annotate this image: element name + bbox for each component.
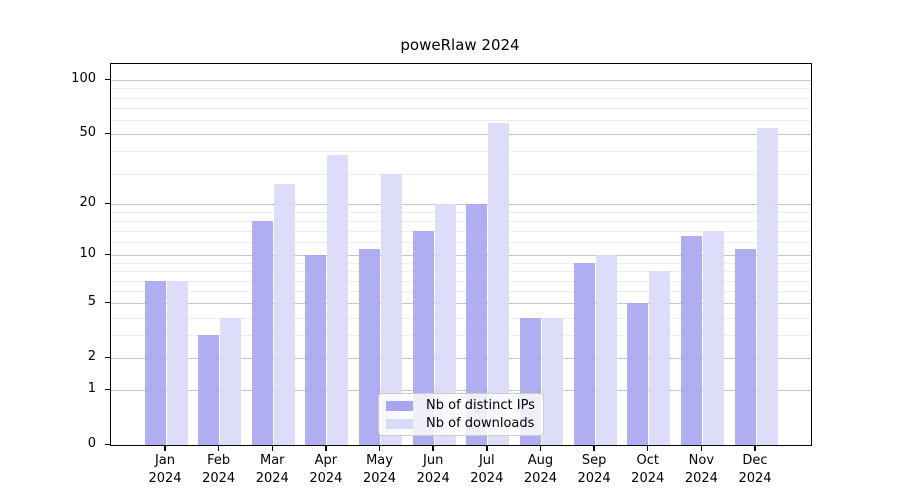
major-gridline — [111, 358, 811, 360]
bar-nb-of-downloads-mar — [273, 184, 295, 445]
chart-title: poweRlaw 2024 — [400, 36, 520, 54]
bar-nb-of-downloads-may — [381, 173, 403, 445]
bar-nb-of-downloads-dec — [756, 128, 778, 445]
minor-gridline — [111, 280, 811, 282]
y-tick-mark — [105, 132, 110, 135]
x-tick-label: Dec 2024 — [738, 453, 772, 486]
y-tick-mark — [105, 78, 110, 81]
x-tick-label: Nov 2024 — [684, 453, 718, 486]
bar-nb-of-distinct-ips-mar — [251, 221, 273, 445]
y-tick-label: 0 — [87, 436, 96, 451]
minor-gridline — [111, 221, 811, 223]
minor-gridline — [111, 88, 811, 90]
y-tick-mark — [105, 253, 110, 256]
y-tick-label: 20 — [79, 195, 96, 211]
bar-nb-of-downloads-feb — [220, 317, 242, 445]
minor-gridline — [111, 317, 811, 319]
x-tick-mark — [164, 445, 166, 451]
y-tick-mark — [105, 301, 110, 304]
legend: Nb of distinct IPs Nb of downloads — [378, 393, 544, 436]
x-tick-mark — [325, 445, 327, 451]
minor-gridline — [111, 263, 811, 264]
x-tick-mark — [217, 445, 220, 451]
minor-gridline — [111, 335, 811, 337]
bar-nb-of-distinct-ips-jun — [412, 230, 434, 445]
x-tick-mark — [432, 445, 434, 451]
y-tick-mark — [105, 356, 110, 359]
major-gridline — [111, 303, 811, 305]
x-tick-mark — [378, 445, 381, 451]
legend-item-downloads: Nb of downloads — [386, 416, 535, 431]
legend-label-distinct-ips: Nb of distinct IPs — [426, 398, 535, 413]
minor-gridline — [111, 242, 811, 244]
x-tick-label: Jun 2024 — [416, 453, 450, 486]
major-gridline — [111, 134, 811, 136]
minor-gridline — [111, 151, 811, 153]
x-tick-label: Jan 2024 — [148, 453, 182, 486]
x-tick-label: Feb 2024 — [202, 453, 236, 486]
bar-nb-of-downloads-jul — [488, 122, 510, 445]
legend-swatch-distinct-ips — [386, 400, 413, 411]
minor-gridline — [111, 212, 811, 214]
x-tick-label: Jul 2024 — [470, 453, 504, 486]
legend-swatch-downloads — [386, 418, 413, 429]
x-tick-label: May 2024 — [362, 453, 397, 486]
y-tick-label: 1 — [87, 381, 96, 397]
bar-nb-of-distinct-ips-jul — [466, 204, 488, 445]
x-tick-mark — [646, 445, 649, 451]
legend-item-distinct-ips: Nb of distinct IPs — [386, 398, 535, 413]
x-tick-mark — [486, 445, 488, 451]
y-tick-mark — [105, 202, 110, 205]
major-gridline — [111, 204, 811, 206]
bar-nb-of-downloads-oct — [649, 271, 671, 445]
bar-nb-of-downloads-jan — [166, 280, 188, 445]
minor-gridline — [111, 230, 811, 232]
x-tick-mark — [700, 445, 703, 451]
y-tick-label: 5 — [87, 294, 96, 310]
minor-gridline — [111, 291, 811, 293]
y-tick-label: 100 — [71, 71, 96, 87]
x-tick-label: Apr 2024 — [309, 453, 343, 486]
x-tick-label: Mar 2024 — [255, 453, 289, 486]
legend-label-downloads: Nb of downloads — [426, 416, 535, 431]
x-tick-mark — [539, 445, 542, 451]
bar-nb-of-downloads-aug — [541, 317, 563, 445]
major-gridline — [111, 255, 811, 257]
bar-nb-of-downloads-nov — [702, 230, 724, 445]
x-tick-label: Aug 2024 — [523, 453, 557, 486]
bar-nb-of-distinct-ips-dec — [734, 248, 756, 445]
y-tick-mark — [105, 388, 110, 391]
bar-nb-of-distinct-ips-may — [359, 248, 381, 445]
major-gridline — [111, 390, 811, 392]
bar-nb-of-distinct-ips-nov — [680, 236, 702, 445]
bar-nb-of-distinct-ips-jan — [144, 280, 166, 445]
y-tick-label: 2 — [87, 349, 96, 365]
bar-nb-of-downloads-jun — [434, 204, 456, 445]
plot-area — [110, 63, 812, 446]
major-gridline — [111, 80, 811, 82]
x-tick-label: Sep 2024 — [577, 453, 611, 486]
minor-gridline — [111, 120, 811, 122]
x-tick-mark — [593, 445, 595, 451]
bar-nb-of-distinct-ips-apr — [305, 255, 327, 445]
minor-gridline — [111, 173, 811, 175]
bar-nb-of-distinct-ips-oct — [627, 303, 649, 445]
y-tick-mark — [105, 443, 110, 445]
bar-nb-of-downloads-apr — [327, 155, 349, 445]
y-tick-label: 10 — [79, 246, 96, 262]
y-tick-label: 50 — [79, 125, 96, 141]
x-tick-label: Oct 2024 — [631, 453, 665, 486]
bar-nb-of-downloads-sep — [595, 255, 617, 445]
bar-nb-of-distinct-ips-sep — [573, 263, 595, 445]
x-tick-mark — [754, 445, 756, 451]
x-tick-mark — [271, 445, 274, 451]
minor-gridline — [111, 97, 811, 99]
minor-gridline — [111, 271, 811, 273]
bar-nb-of-distinct-ips-feb — [198, 335, 220, 445]
minor-gridline — [111, 108, 811, 110]
